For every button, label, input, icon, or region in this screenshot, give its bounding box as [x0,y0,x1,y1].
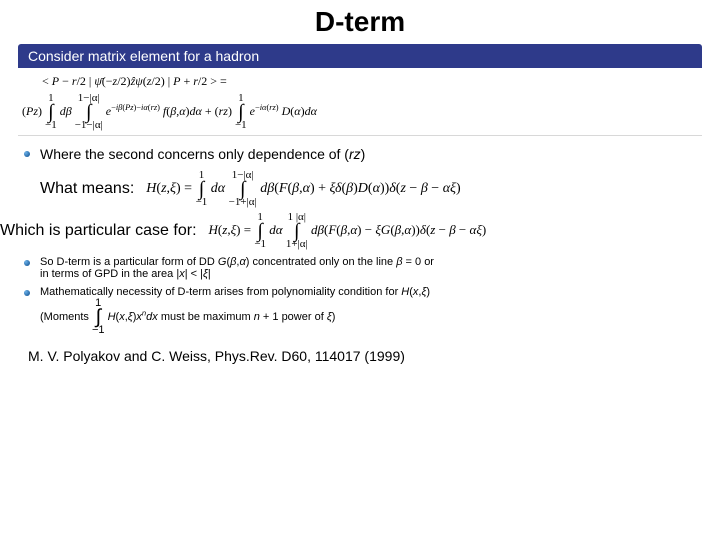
page-title: D-term [0,0,720,42]
block-header: Consider matrix element for a hadron [18,44,702,68]
bullet-dd-form: So D-term is a particular form of DD G(β… [0,252,720,282]
formula-particular: H(z,ξ) = 1∫−1 dα 1 |α|∫1+|α| dβ(F(β,α) −… [209,212,487,250]
bullet-polynomiality: Mathematically necessity of D-term arise… [0,282,720,338]
label-whatmeans: What means: [10,180,134,198]
divider [18,135,702,136]
formula-whatmeans: H(z,ξ) = 1∫−1 dα 1−|α|∫−1+|α| dβ(F(β,α) … [146,170,460,208]
formula-matrix-element-lhs: < P − r/2 | ψ̄(−z/2)ẑψ(z/2) | P + r/2 > … [0,72,720,91]
formula-matrix-element-rhs: (Pz) 1∫−1 dβ 1−|α|∫−1−|α| e−iβ(Pz)−iα(rz… [0,91,720,133]
row-whatmeans: What means: H(z,ξ) = 1∫−1 dα 1−|α|∫−1+|α… [0,168,720,210]
label-particular: Which is particular case for: [0,222,197,240]
citation: M. V. Polyakov and C. Weiss, Phys.Rev. D… [0,338,720,364]
bullet-rz-dependence: Where the second concerns only dependenc… [0,138,720,168]
row-particular: Which is particular case for: H(z,ξ) = 1… [0,210,720,252]
